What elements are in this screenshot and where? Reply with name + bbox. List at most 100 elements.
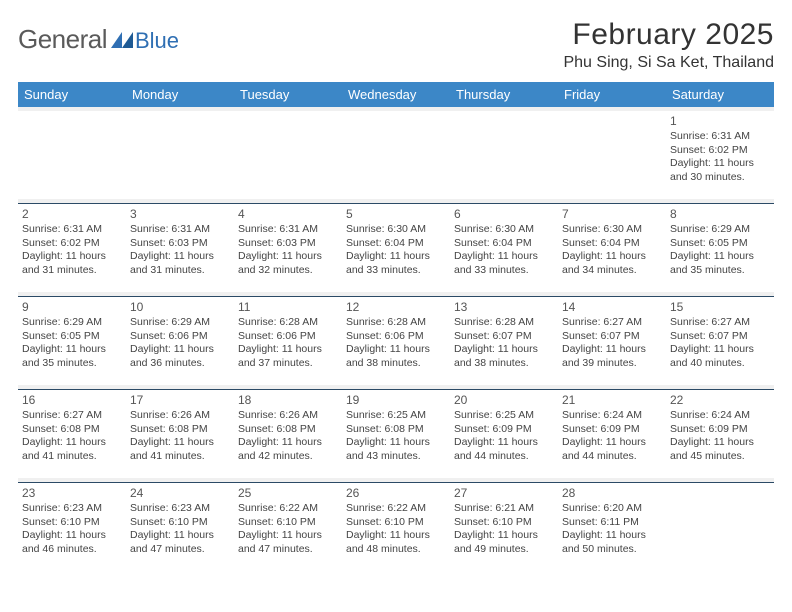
day-cell: 19Sunrise: 6:25 AMSunset: 6:08 PMDayligh… (342, 390, 450, 478)
day-cell: 1Sunrise: 6:31 AMSunset: 6:02 PMDaylight… (666, 111, 774, 199)
sunrise-line: Sunrise: 6:31 AM (130, 223, 230, 236)
day-cell: 9Sunrise: 6:29 AMSunset: 6:05 PMDaylight… (18, 297, 126, 385)
day-number: 1 (670, 114, 770, 129)
day-cell: 22Sunrise: 6:24 AMSunset: 6:09 PMDayligh… (666, 390, 774, 478)
day-cell: 2Sunrise: 6:31 AMSunset: 6:02 PMDaylight… (18, 204, 126, 292)
day-number: 3 (130, 207, 230, 222)
daylight-line: Daylight: 11 hours and 43 minutes. (346, 436, 446, 463)
weekday-header: Sunday (18, 82, 126, 107)
daylight-line: Daylight: 11 hours and 47 minutes. (130, 529, 230, 556)
sunset-line: Sunset: 6:02 PM (22, 237, 122, 250)
sunrise-line: Sunrise: 6:29 AM (22, 316, 122, 329)
weekday-header: Friday (558, 82, 666, 107)
sunset-line: Sunset: 6:06 PM (238, 330, 338, 343)
sunset-line: Sunset: 6:07 PM (454, 330, 554, 343)
sunrise-line: Sunrise: 6:28 AM (454, 316, 554, 329)
daylight-line: Daylight: 11 hours and 40 minutes. (670, 343, 770, 370)
sunset-line: Sunset: 6:10 PM (454, 516, 554, 529)
day-cell: 3Sunrise: 6:31 AMSunset: 6:03 PMDaylight… (126, 204, 234, 292)
daylight-line: Daylight: 11 hours and 31 minutes. (130, 250, 230, 277)
sunset-line: Sunset: 6:10 PM (238, 516, 338, 529)
day-number: 9 (22, 300, 122, 315)
day-number: 13 (454, 300, 554, 315)
sunset-line: Sunset: 6:08 PM (346, 423, 446, 436)
daylight-line: Daylight: 11 hours and 30 minutes. (670, 157, 770, 184)
daylight-line: Daylight: 11 hours and 48 minutes. (346, 529, 446, 556)
day-number: 6 (454, 207, 554, 222)
sunrise-line: Sunrise: 6:27 AM (22, 409, 122, 422)
sunset-line: Sunset: 6:03 PM (238, 237, 338, 250)
day-number: 10 (130, 300, 230, 315)
sunset-line: Sunset: 6:07 PM (670, 330, 770, 343)
day-number: 23 (22, 486, 122, 501)
logo-text-general: General (18, 24, 107, 55)
day-number: 14 (562, 300, 662, 315)
month-title: February 2025 (563, 18, 774, 52)
daylight-line: Daylight: 11 hours and 50 minutes. (562, 529, 662, 556)
day-number: 27 (454, 486, 554, 501)
sunrise-line: Sunrise: 6:25 AM (454, 409, 554, 422)
daylight-line: Daylight: 11 hours and 34 minutes. (562, 250, 662, 277)
daylight-line: Daylight: 11 hours and 44 minutes. (562, 436, 662, 463)
logo-text-blue: Blue (135, 28, 179, 54)
calendar-body: 1 Sunrise: 6:31 AM Sunset: 6:02 PM Daylight… (18, 107, 774, 571)
day-cell: 6Sunrise: 6:30 AMSunset: 6:04 PMDaylight… (450, 204, 558, 292)
daylight-line: Daylight: 11 hours and 38 minutes. (454, 343, 554, 370)
sunrise-line: Sunrise: 6:24 AM (670, 409, 770, 422)
day-number: 20 (454, 393, 554, 408)
daylight-line: Daylight: 11 hours and 47 minutes. (238, 529, 338, 556)
sunset-line: Sunset: 6:04 PM (454, 237, 554, 250)
sunset-line: Sunset: 6:04 PM (562, 237, 662, 250)
sunrise-line: Sunrise: 6:30 AM (562, 223, 662, 236)
sunrise-line: Sunrise: 6:20 AM (562, 502, 662, 515)
location-subtitle: Phu Sing, Si Sa Ket, Thailand (563, 54, 774, 72)
day-number: 18 (238, 393, 338, 408)
day-number: 15 (670, 300, 770, 315)
day-cell: 27Sunrise: 6:21 AMSunset: 6:10 PMDayligh… (450, 483, 558, 571)
empty-cell (234, 111, 342, 199)
empty-cell (18, 111, 126, 199)
sunrise-line: Sunrise: 6:22 AM (346, 502, 446, 515)
sunset-line: Sunset: 6:08 PM (238, 423, 338, 436)
weekday-header: Monday (126, 82, 234, 107)
sunrise-line: Sunrise: 6:29 AM (670, 223, 770, 236)
daylight-line: Daylight: 11 hours and 41 minutes. (22, 436, 122, 463)
empty-cell (666, 483, 774, 571)
day-cell: 8Sunrise: 6:29 AMSunset: 6:05 PMDaylight… (666, 204, 774, 292)
sunset-line: Sunset: 6:05 PM (670, 237, 770, 250)
sunrise-line: Sunrise: 6:31 AM (238, 223, 338, 236)
day-number: 16 (22, 393, 122, 408)
daylight-line: Daylight: 11 hours and 36 minutes. (130, 343, 230, 370)
day-cell: 25Sunrise: 6:22 AMSunset: 6:10 PMDayligh… (234, 483, 342, 571)
sunset-line: Sunset: 6:03 PM (130, 237, 230, 250)
day-cell: 7Sunrise: 6:30 AMSunset: 6:04 PMDaylight… (558, 204, 666, 292)
day-cell: 14Sunrise: 6:27 AMSunset: 6:07 PMDayligh… (558, 297, 666, 385)
weekday-header: Thursday (450, 82, 558, 107)
daylight-line: Daylight: 11 hours and 42 minutes. (238, 436, 338, 463)
logo-mark-icon (111, 32, 133, 53)
daylight-line: Daylight: 11 hours and 39 minutes. (562, 343, 662, 370)
day-cell: 12Sunrise: 6:28 AMSunset: 6:06 PMDayligh… (342, 297, 450, 385)
day-cell: 21Sunrise: 6:24 AMSunset: 6:09 PMDayligh… (558, 390, 666, 478)
calendar-row: 1Sunrise: 6:31 AMSunset: 6:02 PMDaylight… (18, 111, 774, 199)
daylight-line: Daylight: 11 hours and 44 minutes. (454, 436, 554, 463)
day-cell: 26Sunrise: 6:22 AMSunset: 6:10 PMDayligh… (342, 483, 450, 571)
day-number: 5 (346, 207, 446, 222)
day-cell: 5Sunrise: 6:30 AMSunset: 6:04 PMDaylight… (342, 204, 450, 292)
day-cell: 17Sunrise: 6:26 AMSunset: 6:08 PMDayligh… (126, 390, 234, 478)
calendar-row: 9Sunrise: 6:29 AMSunset: 6:05 PMDaylight… (18, 297, 774, 385)
sunrise-line: Sunrise: 6:26 AM (130, 409, 230, 422)
day-number: 26 (346, 486, 446, 501)
daylight-line: Daylight: 11 hours and 45 minutes. (670, 436, 770, 463)
sunrise-line: Sunrise: 6:28 AM (346, 316, 446, 329)
empty-cell (126, 111, 234, 199)
sunrise-line: Sunrise: 6:25 AM (346, 409, 446, 422)
daylight-line: Daylight: 11 hours and 33 minutes. (346, 250, 446, 277)
day-number: 22 (670, 393, 770, 408)
weekday-header: Saturday (666, 82, 774, 107)
day-number: 24 (130, 486, 230, 501)
calendar-row: 23Sunrise: 6:23 AMSunset: 6:10 PMDayligh… (18, 483, 774, 571)
day-cell: 4Sunrise: 6:31 AMSunset: 6:03 PMDaylight… (234, 204, 342, 292)
calendar-table: Sunday Monday Tuesday Wednesday Thursday… (18, 82, 774, 571)
sunset-line: Sunset: 6:09 PM (562, 423, 662, 436)
